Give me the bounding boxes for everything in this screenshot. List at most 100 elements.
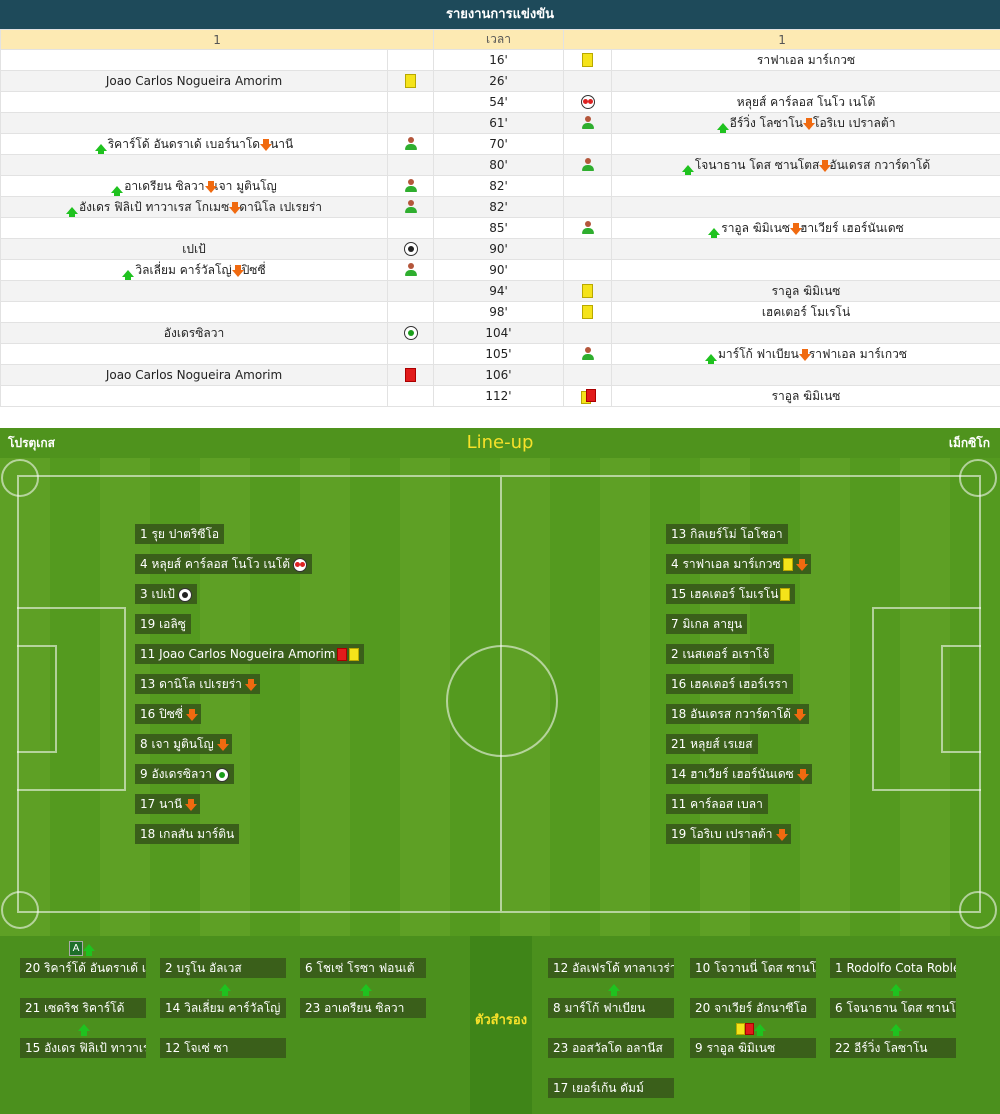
event-row: 16' ราฟาเอล มาร์เกวซ (0, 49, 1000, 71)
player-name: Joao Carlos Nogueira Amorim (105, 74, 283, 88)
sub-out-arrow-icon (803, 117, 816, 130)
event-time: 82' (433, 175, 565, 197)
player-tag[interactable]: 11 Joao Carlos Nogueira Amorim (135, 644, 365, 664)
event-time: 104' (433, 322, 565, 344)
bench-player[interactable]: 20 จาเวียร์ อักนาซีโอ (690, 998, 816, 1018)
bench-player[interactable]: 21 เซดริช ริคาร์โด้ (20, 998, 146, 1018)
right-event-icon-cell (563, 91, 613, 113)
player-name: เฮคเตอร์ โมเรโน่ (761, 304, 851, 319)
bench-player[interactable]: 6 โชเซ่ โรซา ฟอนเต้ (300, 958, 426, 978)
corner-arc (959, 891, 997, 929)
bench-player[interactable]: 22 อีร์วิ่ง โลซาโน (830, 1038, 956, 1058)
right-event-player: อีร์วิ่ง โลซาโน โอริเบ เปราลต้า (611, 112, 1000, 134)
left-event-icon-cell (386, 301, 435, 323)
goal-box-right (941, 645, 981, 753)
player-tag[interactable]: 13 ดานิโล เปเรยร่า (135, 674, 260, 694)
event-time: 106' (433, 364, 565, 386)
left-event-player (0, 217, 388, 239)
player-tag[interactable]: 11 คาร์ลอส เบลา (666, 794, 768, 814)
player-tag[interactable]: 16 เฮคเตอร์ เฮอร์เรรา (666, 674, 793, 694)
bench-player[interactable]: 17 เยอร์เก้น ดัมม์ (548, 1078, 674, 1098)
player-tag[interactable]: 4 หลุยส์ คาร์ลอส โนโว เนโต้ (135, 554, 312, 574)
player-label: 19 เอลิซู (140, 617, 186, 631)
penalty-goal-icon (292, 557, 307, 572)
event-row: 98' เฮคเตอร์ โมเรโน่ (0, 301, 1000, 323)
left-event-player (0, 301, 388, 323)
sub-in-arrow-icon (78, 1024, 90, 1036)
event-time: 82' (433, 196, 565, 218)
left-event-icon-cell (386, 259, 435, 281)
bench-player[interactable]: 20 ริคาร์โด้ อันดราเด้ เบอร์นาโด (20, 958, 146, 978)
bench-player[interactable]: 23 อาเดรียน ซิลวา (300, 998, 426, 1018)
bench-player[interactable]: 8 มาร์โก้ ฟาเบียน (548, 998, 674, 1018)
sub-in-arrow-icon (219, 984, 231, 996)
sub-out-arrow-icon (796, 769, 809, 781)
player-tag[interactable]: 21 หลุยส์ เรเยส (666, 734, 758, 754)
events-table: 1 เวลา 1 16' ราฟาเอล มาร์เกวซ Joao Carlos … (0, 29, 1000, 407)
bench-player[interactable]: 23 ออสวัลโด อลานีส (548, 1038, 674, 1058)
player-tag[interactable]: 15 เฮคเตอร์ โมเรโน่ (666, 584, 796, 604)
bench-player[interactable]: 10 โจวานนี่ โดส ซานโตส (690, 958, 816, 978)
event-row: อังเดรซิลวา 104' (0, 322, 1000, 344)
substitution-icon (581, 116, 595, 130)
player-label: 4 ราฟาเอล มาร์เกวซ (671, 557, 781, 571)
player-tag[interactable]: 17 นานี (135, 794, 201, 814)
player-tag[interactable]: 4 ราฟาเอล มาร์เกวซ (666, 554, 811, 574)
player-tag[interactable]: 3 เปเป้ (135, 584, 197, 604)
right-event-player (611, 238, 1000, 260)
event-row: Joao Carlos Nogueira Amorim 106' (0, 364, 1000, 386)
player-in-name: วิลเลี่ยม คาร์วัลโญ่ (135, 262, 232, 277)
player-in-name: ราอูล ฆิมิเนซ (721, 220, 791, 235)
bench-player[interactable]: 2 บรูโน อัลเวส (160, 958, 286, 978)
player-tag[interactable]: 13 กิลเยร์โม่ โอโชอา (666, 524, 788, 544)
player-out-name: ปิซซี่ (241, 262, 266, 277)
event-row: วิลเลี่ยม คาร์วัลโญ่ ปิซซี่ 90' (0, 259, 1000, 281)
event-time: 61' (433, 112, 565, 134)
event-time: 54' (433, 91, 565, 113)
bench-player[interactable]: 15 อังเดร ฟิลิเป้ ทาวาเรส โกเมซ (20, 1038, 146, 1058)
player-label: 16 ปิซซี่ (140, 707, 183, 721)
player-tag[interactable]: 18 อันเดรส กวาร์ดาโด้ (666, 704, 809, 724)
yellow-card-icon (582, 284, 594, 299)
left-event-player (0, 91, 388, 113)
sub-in-arrow-icon (708, 227, 721, 238)
substitution-icon (404, 263, 418, 277)
substitution-icon (404, 137, 418, 151)
lineup-field: โปรตุเกส Line-up เม็กซิโก 1 รุย ปาตริซีโ… (0, 428, 1000, 1114)
player-label: 8 เจา มูตินโญ (140, 737, 214, 751)
player-name: ราอูล ฆิมิเนซ (771, 283, 841, 298)
right-event-icon-cell (563, 385, 613, 407)
yellow-card-icon (349, 648, 360, 661)
player-tag[interactable]: 2 เนสเตอร์ อเราโจ้ (666, 644, 775, 664)
bench-player[interactable]: 9 ราอูล ฆิมิเนซ (690, 1038, 816, 1058)
player-tag[interactable]: 9 อังเดรซิลวา (135, 764, 234, 784)
player-tag[interactable]: 19 โอริเบ เปราลต้า (666, 824, 791, 844)
player-tag[interactable]: 16 ปิซซี่ (135, 704, 201, 724)
event-row: 105' มาร์โก้ ฟาเบียน ราฟาเอล มาร์เกวซ (0, 343, 1000, 365)
event-time: 105' (433, 343, 565, 365)
player-in-name: อีร์วิ่ง โลซาโน (729, 115, 804, 130)
bench-player[interactable]: 12 โจเซ่ ซา (160, 1038, 286, 1058)
player-tag[interactable]: 1 รุย ปาตริซีโอ (135, 524, 225, 544)
substitution-icon (581, 158, 595, 172)
left-event-icon-cell (386, 280, 435, 302)
event-time: 70' (433, 133, 565, 155)
bench-player[interactable]: 14 วิลเลี่ยม คาร์วัลโญ่ (160, 998, 286, 1018)
bench-player[interactable]: 12 อัลเฟรโด้ ทาลาเวร่า (548, 958, 674, 978)
player-tag[interactable]: 19 เอลิซู (135, 614, 191, 634)
center-circle (446, 645, 558, 757)
player-label: 2 เนสเตอร์ อเราโจ้ (671, 647, 770, 661)
player-out-name: เจา มูตินโญ (214, 178, 277, 193)
player-tag[interactable]: 7 มิเกล ลายุน (666, 614, 748, 634)
bench-player[interactable]: 6 โจนาธาน โดส ซานโตส (830, 998, 956, 1018)
player-label: 19 โอริเบ เปราลต้า (671, 827, 773, 841)
player-tag[interactable]: 8 เจา มูตินโญ (135, 734, 232, 754)
left-event-icon-cell (386, 217, 435, 239)
player-label: 17 นานี (140, 797, 183, 811)
player-tag[interactable]: 14 ฮาเวียร์ เฮอร์นันเดซ (666, 764, 812, 784)
left-event-player: Joao Carlos Nogueira Amorim (0, 364, 388, 386)
bench-player[interactable]: 1 Rodolfo Cota Robles (830, 958, 956, 978)
second-yellow-card-icon (580, 389, 596, 405)
player-tag[interactable]: 18 เกลสัน มาร์ติน (135, 824, 240, 844)
yellow-card-icon (405, 74, 416, 89)
